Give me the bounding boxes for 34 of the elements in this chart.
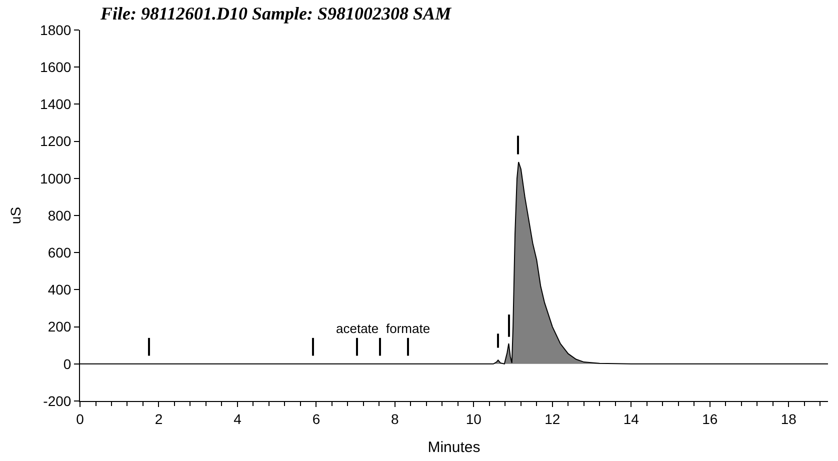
- bar: [356, 338, 358, 356]
- y-tick-label: 600: [48, 244, 72, 260]
- x-tick-label: 6: [312, 410, 320, 427]
- x-tick-label: 2: [154, 410, 163, 427]
- x-tick-label: 4: [234, 410, 242, 427]
- x-tick-label: 14: [623, 410, 640, 427]
- y-tick-label: 800: [48, 207, 72, 224]
- bar: [497, 334, 499, 348]
- y-tick-label: 200: [48, 318, 72, 335]
- y-tick-label: 1000: [40, 170, 72, 186]
- chart-title: File: 98112601.D10 Sample: S981002308 SAM: [100, 4, 452, 24]
- y-axis-title: uS: [8, 206, 24, 224]
- data-label: formate: [386, 321, 430, 336]
- y-tick-label: 1600: [40, 59, 72, 75]
- y-tick-label: -200: [43, 392, 72, 409]
- x-tick-label: 8: [391, 410, 400, 427]
- x-tick-label: 0: [76, 410, 84, 427]
- x-tick-label: 18: [780, 410, 797, 427]
- x-axis-title: Minutes: [428, 438, 480, 456]
- bar: [407, 338, 409, 356]
- data-label: acetate: [336, 321, 379, 336]
- y-tick-label: 400: [48, 282, 72, 298]
- x-tick-label: 16: [702, 410, 718, 427]
- bar: [148, 338, 150, 356]
- y-tick-label: 1800: [40, 22, 72, 38]
- x-tick-label: 10: [466, 410, 482, 427]
- y-tick-label: 1400: [40, 96, 72, 112]
- bar: [508, 314, 510, 337]
- x-tick-label: 12: [544, 410, 560, 427]
- bar: [312, 338, 314, 356]
- y-tick-label: 0: [63, 356, 72, 372]
- y-tick-label: 1200: [40, 133, 72, 150]
- bar: [517, 136, 519, 154]
- bar: [379, 338, 381, 356]
